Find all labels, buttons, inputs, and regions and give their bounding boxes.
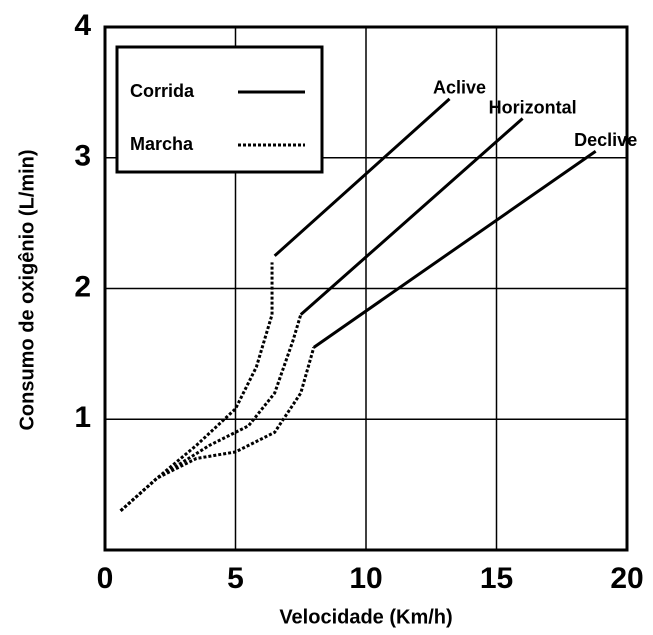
y-tick-label: 1 — [74, 401, 91, 434]
series-label: Aclive — [433, 78, 486, 98]
legend-label: Marcha — [130, 134, 194, 154]
run-line — [299, 117, 524, 316]
y-tick-label: 4 — [74, 9, 91, 42]
x-tick-label: 20 — [610, 562, 643, 595]
series-label: Horizontal — [489, 97, 577, 117]
run-line — [273, 97, 451, 257]
x-tick-label: 10 — [349, 562, 382, 595]
walk-line — [119, 314, 303, 512]
walk-line — [119, 346, 316, 512]
legend-label: Corrida — [130, 81, 195, 101]
y-tick-label: 3 — [74, 140, 91, 173]
x-axis-label: Velocidade (Km/h) — [279, 606, 452, 628]
series-label: Declive — [574, 130, 637, 150]
x-tick-label: 15 — [480, 562, 513, 595]
walk-line — [119, 262, 274, 512]
run-line — [312, 149, 597, 349]
legend-box — [115, 45, 324, 174]
plot-frame — [103, 25, 629, 552]
y-axis-label: Consumo de oxigênio (L/min) — [16, 149, 38, 430]
x-tick-label: 5 — [227, 562, 244, 595]
y-tick-label: 2 — [74, 270, 91, 303]
x-tick-label: 0 — [97, 562, 114, 595]
